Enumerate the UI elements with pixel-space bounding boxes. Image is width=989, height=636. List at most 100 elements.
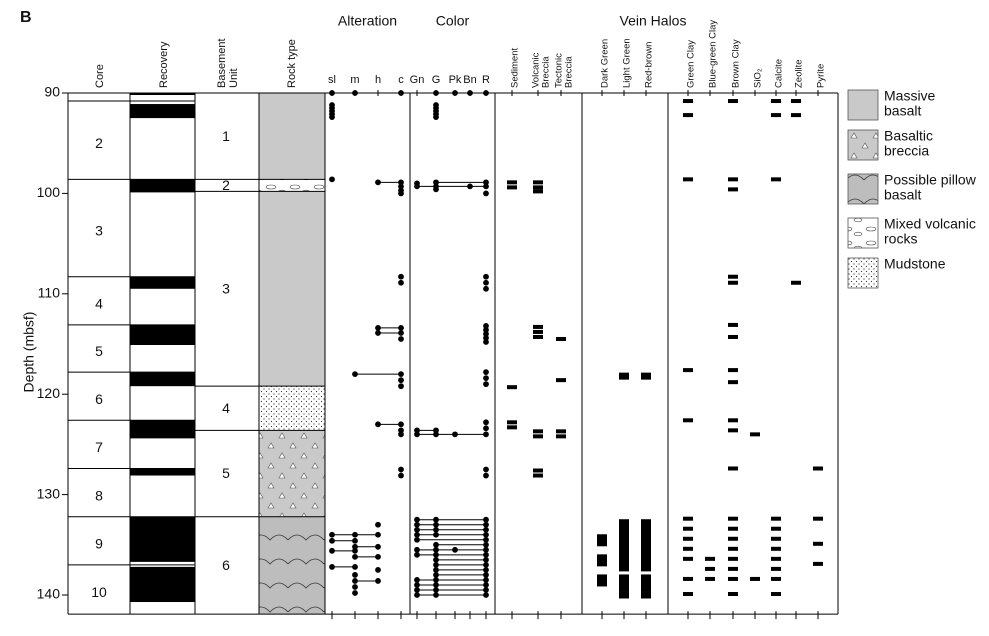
dash [813, 561, 823, 566]
dash [683, 546, 693, 551]
core-label: 10 [91, 584, 107, 600]
dash [556, 378, 566, 383]
y-tick-label: 140 [37, 586, 61, 602]
dash [533, 189, 543, 194]
block [641, 534, 651, 542]
block [641, 549, 651, 557]
block [641, 559, 651, 567]
column-header: Unit [228, 68, 240, 88]
dot [483, 381, 489, 388]
dot [398, 273, 404, 280]
core-label: 4 [95, 296, 103, 312]
dash [705, 566, 715, 571]
recovery-bar [130, 104, 195, 119]
dash [728, 368, 738, 373]
block [641, 579, 651, 587]
legend-swatch [847, 217, 879, 249]
block [597, 559, 607, 567]
block [641, 574, 651, 582]
block [597, 579, 607, 587]
recovery-bar [130, 420, 195, 439]
core-label: 3 [95, 223, 103, 239]
sub-header: sl [328, 74, 336, 86]
y-tick-label: 100 [37, 184, 61, 200]
dash [771, 516, 781, 521]
rock-interval [259, 191, 325, 387]
dash [533, 473, 543, 478]
rock-interval [259, 430, 325, 517]
legend-label: Possible pillow [884, 172, 977, 188]
dash [771, 536, 781, 541]
dot [483, 419, 489, 426]
block [619, 564, 629, 572]
block [619, 554, 629, 562]
dash [750, 432, 760, 437]
block [641, 539, 651, 547]
dot [483, 375, 489, 382]
y-tick-label: 110 [38, 285, 61, 301]
group-header: Vein Halos [620, 13, 687, 29]
y-tick-label: 130 [37, 485, 61, 501]
dash [683, 516, 693, 521]
block [619, 544, 629, 552]
legend-swatch [847, 173, 879, 205]
dash [556, 336, 566, 341]
block [641, 524, 651, 532]
block [641, 544, 651, 552]
dot [398, 190, 404, 197]
column-header: Recovery [158, 41, 170, 88]
sub-header: Volcanic [531, 52, 542, 88]
dot [398, 466, 404, 473]
sub-header: Sediment [510, 48, 521, 88]
legend-label: basalt [884, 103, 921, 119]
dash [533, 324, 543, 329]
dot [483, 279, 489, 286]
sub-header: SiO₂ [753, 68, 764, 88]
dash [728, 516, 738, 521]
sub-header: c [398, 74, 404, 86]
sub-header: Light Green [622, 38, 633, 88]
dot [375, 521, 381, 528]
dash [683, 526, 693, 531]
block [619, 524, 629, 532]
dash [728, 334, 738, 339]
dot [398, 427, 404, 434]
dot [483, 285, 489, 292]
legend-label: Mixed volcanic [884, 216, 976, 232]
dash [683, 368, 693, 373]
block [619, 559, 629, 567]
block [641, 591, 651, 599]
dash [728, 274, 738, 279]
sub-header: Brown Clay [731, 39, 742, 88]
recovery-bar [130, 372, 195, 387]
legend-label: Basaltic [884, 128, 933, 144]
block [619, 579, 629, 587]
block [619, 574, 629, 582]
dot [483, 273, 489, 280]
dot [483, 339, 489, 345]
dot [398, 279, 404, 286]
dash [728, 466, 738, 471]
dash [533, 180, 543, 185]
column-header: Rock type [286, 39, 298, 88]
dot [483, 331, 489, 337]
sub-header: Pyrite [816, 64, 827, 88]
unit-label: 2 [222, 177, 230, 193]
dash [791, 113, 801, 118]
sub-header: Zeolite [794, 59, 805, 88]
axis-label: Depth (mbsf) [21, 312, 37, 393]
dot [483, 425, 489, 432]
sub-header: Tectonic [554, 53, 565, 88]
dash [813, 541, 823, 546]
sub-header: Breccia [541, 56, 552, 88]
sub-header: Blue-green Clay [708, 20, 719, 88]
dash [728, 536, 738, 541]
dash [728, 576, 738, 581]
dash [533, 429, 543, 434]
dot [483, 335, 489, 341]
unit-label: 6 [222, 557, 230, 573]
block [597, 534, 607, 542]
dot [483, 369, 489, 376]
sub-header: Red-brown [644, 42, 655, 88]
block [619, 549, 629, 557]
